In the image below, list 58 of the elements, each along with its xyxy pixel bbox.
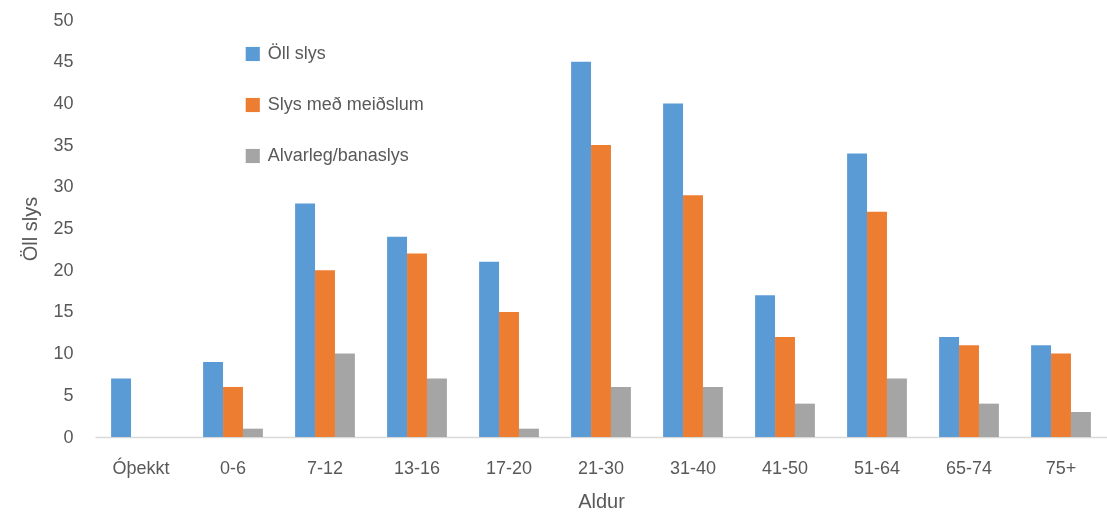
x-tick-label: 51-64 bbox=[853, 457, 901, 478]
x-tick-label: 65-74 bbox=[945, 457, 993, 478]
bar bbox=[959, 345, 979, 437]
y-tick-label: 50 bbox=[53, 9, 74, 30]
bar bbox=[702, 386, 723, 437]
legend-label: Alvarleg/banaslys bbox=[267, 145, 409, 165]
bar bbox=[1051, 353, 1071, 437]
x-tick-label: 41-50 bbox=[761, 457, 809, 478]
bar bbox=[203, 361, 224, 437]
legend-label: Öll slys bbox=[267, 43, 326, 63]
bar bbox=[847, 153, 868, 437]
bar bbox=[223, 386, 243, 437]
y-tick-label: 25 bbox=[53, 218, 74, 238]
bar bbox=[1031, 345, 1052, 437]
bar bbox=[591, 145, 611, 437]
y-tick-label: 35 bbox=[53, 134, 74, 155]
y-tick-label: 0 bbox=[63, 426, 74, 447]
bar bbox=[775, 336, 795, 437]
bar bbox=[867, 211, 887, 437]
bar bbox=[518, 428, 539, 437]
bar bbox=[571, 61, 592, 437]
x-tick-label: 17-20 bbox=[485, 457, 533, 478]
bar bbox=[978, 403, 999, 437]
bar bbox=[794, 403, 815, 437]
x-axis-title: Aldur bbox=[578, 489, 626, 512]
bar bbox=[755, 295, 776, 437]
bar bbox=[663, 103, 684, 437]
bar bbox=[939, 336, 960, 437]
y-axis-title: Öll slys bbox=[19, 196, 42, 262]
bar bbox=[499, 311, 519, 437]
y-tick-label: 5 bbox=[63, 384, 74, 405]
bar bbox=[242, 428, 263, 437]
y-tick-label: 30 bbox=[53, 176, 74, 197]
y-tick-label: 20 bbox=[53, 259, 74, 280]
bar bbox=[295, 203, 316, 437]
bar bbox=[315, 270, 335, 437]
bar bbox=[334, 353, 355, 437]
y-tick-label: 15 bbox=[53, 301, 74, 322]
bar bbox=[387, 236, 408, 437]
bar bbox=[683, 195, 703, 437]
y-tick-label: 45 bbox=[53, 51, 74, 72]
bar bbox=[407, 253, 427, 437]
bar bbox=[886, 378, 907, 437]
x-tick-label: 7-12 bbox=[306, 457, 344, 478]
x-tick-label: 13-16 bbox=[393, 457, 441, 478]
bar bbox=[1070, 411, 1091, 437]
x-tick-label: 31-40 bbox=[669, 457, 717, 478]
bar bbox=[426, 378, 447, 437]
y-tick-label: 10 bbox=[53, 343, 74, 364]
y-tick-label: 40 bbox=[53, 92, 74, 113]
bar bbox=[479, 261, 500, 437]
x-tick-label: 75+ bbox=[1045, 457, 1077, 478]
legend-label: Slys með meiðslum bbox=[267, 94, 424, 114]
x-tick-label: 0-6 bbox=[219, 457, 247, 478]
x-tick-label: 21-30 bbox=[577, 457, 625, 478]
bar bbox=[610, 386, 631, 437]
x-tick-label: Óþekkt bbox=[112, 456, 170, 478]
bar bbox=[111, 378, 132, 437]
